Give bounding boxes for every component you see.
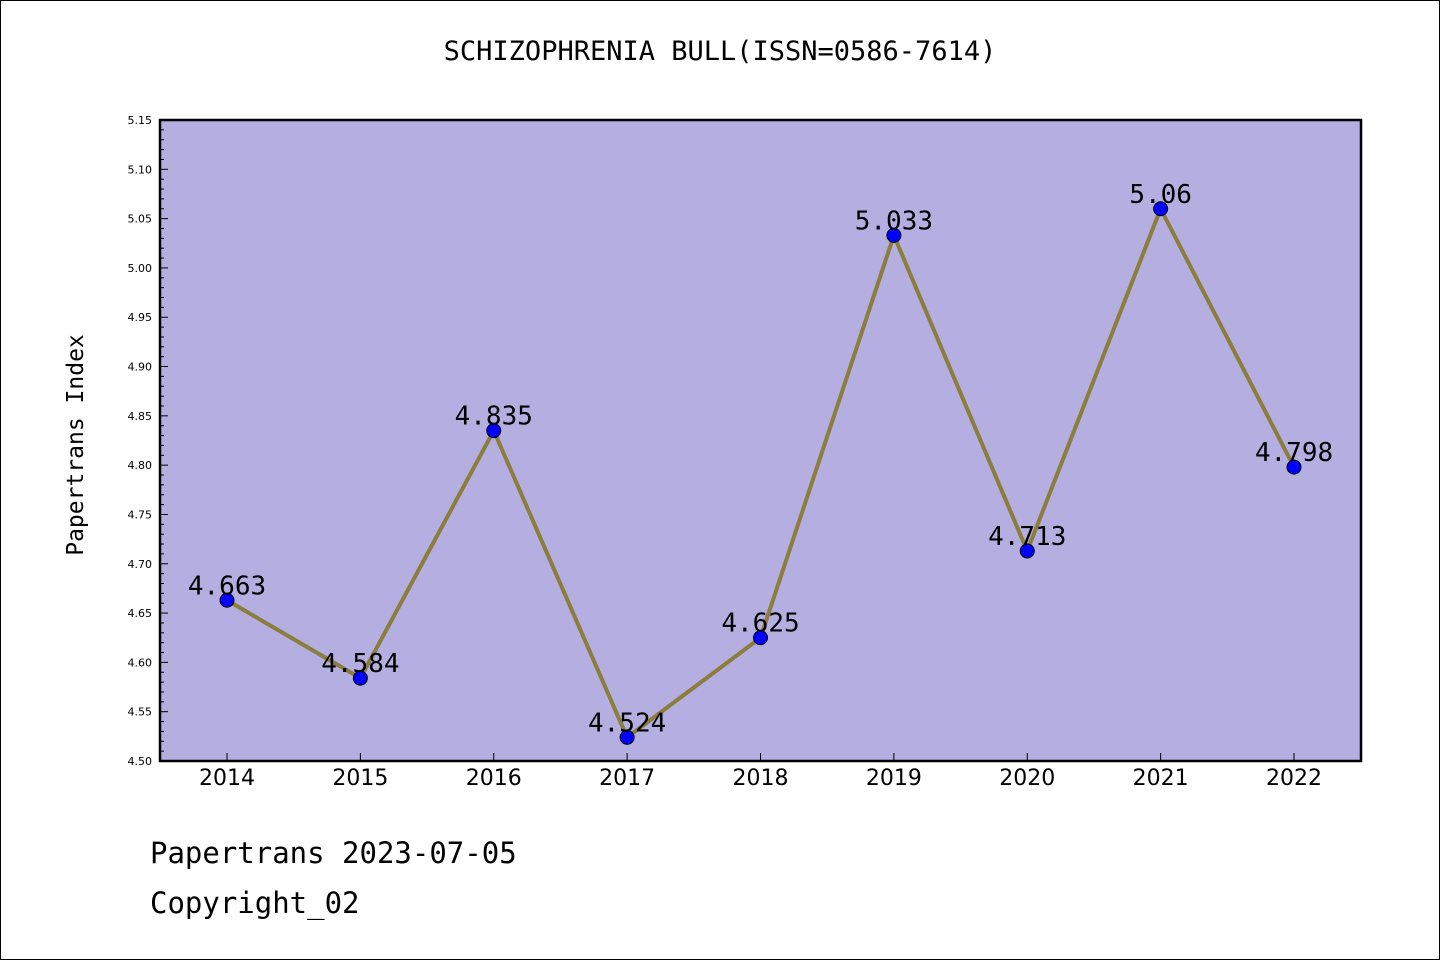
x-tick-label: 2020 xyxy=(999,766,1055,791)
footer-copyright: Copyright_02 xyxy=(150,886,360,920)
data-label: 4.524 xyxy=(588,708,666,738)
y-tick-label: 4.55 xyxy=(128,706,153,719)
y-tick-label: 4.90 xyxy=(128,361,153,374)
data-point xyxy=(1019,543,1035,559)
y-tick-label: 4.85 xyxy=(128,410,153,423)
data-point xyxy=(1286,459,1302,475)
y-tick-label: 4.60 xyxy=(128,656,153,669)
y-tick-label: 5.10 xyxy=(128,163,153,176)
x-axis-ticks: 2014 2015 2016 2017 2018 2019 2020 2021 2022 xyxy=(199,753,1322,791)
data-label: 4.584 xyxy=(321,649,399,679)
y-tick-label: 4.65 xyxy=(128,607,153,620)
data-point xyxy=(886,227,902,243)
data-point xyxy=(486,423,502,439)
data-point xyxy=(753,630,768,646)
y-tick-label: 5.05 xyxy=(128,213,153,226)
y-tick-label: 5.15 xyxy=(128,114,153,127)
data-label: 5.033 xyxy=(855,206,933,236)
y-tick-label: 4.95 xyxy=(128,311,153,324)
data-point xyxy=(619,729,635,745)
data-point xyxy=(1153,201,1169,217)
y-tick-label: 4.70 xyxy=(128,558,153,571)
data-labels: 4.663 4.584 4.835 4.524 4.625 5.033 4.713 5.06 4… xyxy=(188,180,1333,739)
x-tick-label: 2018 xyxy=(733,766,789,791)
plot-area xyxy=(160,120,1361,761)
x-tick-label: 2015 xyxy=(332,766,388,791)
data-label: 4.713 xyxy=(988,522,1066,552)
series-markers xyxy=(219,201,1302,745)
x-tick-label: 2014 xyxy=(199,766,255,791)
y-tick-label: 4.75 xyxy=(128,508,153,521)
chart-title: SCHIZOPHRENIA BULL(ISSN=0586-7614) xyxy=(443,36,997,67)
data-label: 4.625 xyxy=(721,609,799,639)
y-tick-label: 4.80 xyxy=(128,459,153,472)
data-point xyxy=(352,670,368,686)
data-label: 5.06 xyxy=(1129,180,1192,210)
y-tick-label: 5.00 xyxy=(128,262,153,275)
data-label: 4.798 xyxy=(1255,438,1333,468)
x-tick-label: 2022 xyxy=(1266,766,1322,791)
x-tick-label: 2021 xyxy=(1133,766,1189,791)
data-label: 4.835 xyxy=(455,402,533,432)
x-tick-label: 2019 xyxy=(866,766,922,791)
x-tick-label: 2017 xyxy=(599,766,655,791)
data-point xyxy=(219,592,235,608)
y-tick-label: 4.50 xyxy=(128,755,153,768)
plot-border xyxy=(158,118,1363,763)
x-tick-label: 2016 xyxy=(466,766,522,791)
footer-date: Papertrans 2023-07-05 xyxy=(150,836,517,870)
data-label: 4.663 xyxy=(188,571,266,601)
